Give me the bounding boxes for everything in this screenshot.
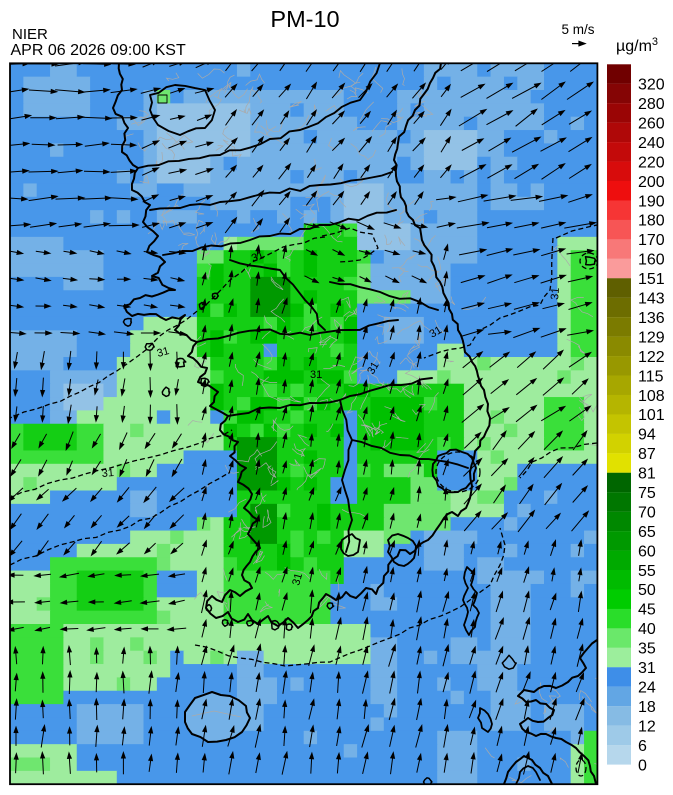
svg-text:31: 31 (365, 360, 382, 377)
svg-text:143: 143 (638, 291, 665, 308)
svg-text:60: 60 (638, 543, 656, 560)
svg-text:18: 18 (638, 699, 656, 716)
svg-text:31: 31 (156, 345, 171, 360)
svg-text:87: 87 (638, 446, 656, 463)
svg-text:81: 81 (638, 466, 656, 483)
svg-text:31: 31 (101, 467, 114, 480)
svg-text:12: 12 (638, 718, 656, 735)
svg-text:170: 170 (638, 232, 665, 249)
svg-text:70: 70 (638, 504, 656, 521)
svg-text:APR 06 2026 09:00 KST: APR 06 2026 09:00 KST (11, 42, 186, 59)
svg-text:5 m/s: 5 m/s (561, 22, 594, 37)
svg-text:75: 75 (638, 485, 656, 502)
svg-text:280: 280 (638, 96, 665, 113)
svg-text:115: 115 (638, 368, 664, 385)
svg-text:µg/m3: µg/m3 (616, 36, 658, 55)
svg-text:151: 151 (638, 271, 665, 288)
svg-text:65: 65 (638, 524, 656, 541)
svg-text:31: 31 (250, 249, 266, 264)
svg-text:31: 31 (428, 324, 445, 341)
svg-text:6: 6 (638, 738, 647, 755)
svg-text:45: 45 (638, 602, 656, 619)
svg-text:40: 40 (638, 621, 656, 638)
svg-text:122: 122 (638, 349, 665, 366)
svg-text:180: 180 (638, 213, 665, 230)
svg-text:101: 101 (638, 407, 665, 424)
svg-text:31: 31 (638, 660, 656, 677)
svg-text:PM-10: PM-10 (270, 6, 339, 32)
svg-text:260: 260 (638, 115, 665, 132)
svg-text:24: 24 (638, 680, 656, 697)
svg-text:160: 160 (638, 252, 665, 269)
svg-text:0: 0 (638, 757, 647, 774)
svg-text:129: 129 (638, 329, 665, 346)
svg-text:240: 240 (638, 135, 665, 152)
svg-text:220: 220 (638, 154, 665, 171)
svg-text:55: 55 (638, 563, 656, 580)
svg-text:NIER: NIER (12, 26, 48, 43)
svg-text:136: 136 (638, 310, 665, 327)
svg-text:190: 190 (638, 193, 665, 210)
svg-text:50: 50 (638, 582, 656, 599)
svg-text:200: 200 (638, 174, 665, 191)
svg-text:108: 108 (638, 388, 665, 405)
svg-text:320: 320 (638, 77, 665, 94)
svg-text:31: 31 (290, 572, 305, 587)
svg-text:94: 94 (638, 427, 656, 444)
svg-text:31: 31 (549, 287, 562, 300)
svg-text:31: 31 (310, 369, 322, 381)
svg-text:35: 35 (638, 641, 656, 658)
